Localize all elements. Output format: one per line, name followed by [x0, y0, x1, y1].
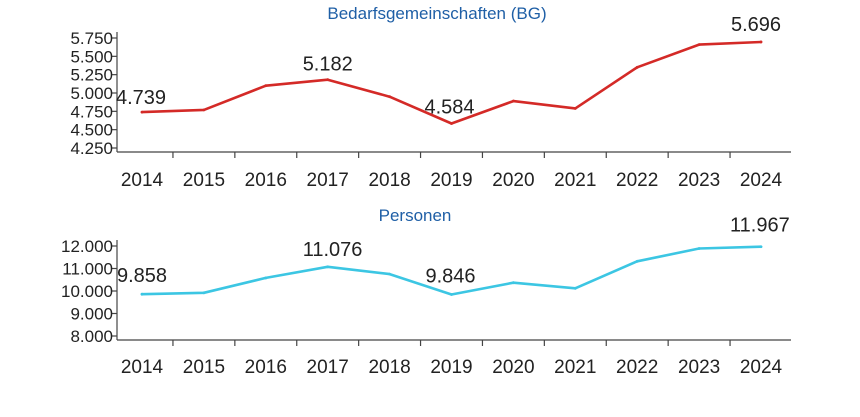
x-tick-label: 2021	[554, 357, 596, 378]
data-point	[635, 65, 639, 69]
y-tick-label: 10.000	[61, 282, 113, 301]
x-tick-label: 2023	[678, 357, 720, 378]
x-tick-label: 2017	[307, 357, 349, 378]
x-tick-label: 2020	[492, 357, 534, 378]
data-point	[759, 40, 763, 44]
bedarfsgemeinschaften-chart: Bedarfsgemeinschaften (BG) 4.2504.5004.7…	[70, 4, 791, 191]
personen-chart: Personen 8.000 9.000 10.000 11.000 12.000 201…	[61, 206, 791, 378]
x-tick-label: 2014	[121, 170, 164, 191]
data-point	[697, 43, 701, 46]
data-point	[140, 292, 144, 296]
y-tick-label: 9.000	[70, 305, 113, 324]
x-tick-label: 2018	[368, 357, 410, 378]
data-point	[326, 78, 330, 82]
y-tick-label: 5.500	[70, 47, 113, 66]
x-tick-label: 2015	[183, 170, 225, 191]
data-point	[202, 291, 206, 295]
x-tick-label: 2022	[616, 170, 658, 191]
y-tick-label: 11.000	[62, 260, 113, 279]
x-tick-label: 2016	[245, 170, 287, 191]
y-tick-label: 4.250	[70, 139, 113, 158]
y-tick-label: 5.000	[70, 84, 113, 103]
data-label: 5.696	[731, 14, 781, 36]
data-point	[697, 247, 701, 250]
data-label: 9.858	[117, 265, 167, 287]
data-label: 11.076	[303, 239, 363, 261]
x-tick-label: 2021	[554, 170, 596, 191]
data-point	[326, 265, 330, 269]
data-point	[635, 259, 639, 263]
y-tick-label: 4.500	[70, 121, 113, 140]
chart-title: Personen	[379, 206, 452, 225]
x-tick-label: 2014	[121, 357, 164, 378]
x-tick-label: 2017	[307, 170, 349, 191]
y-tick-label: 4.750	[70, 102, 113, 121]
y-tick-label: 5.250	[70, 66, 113, 85]
data-label: 5.182	[303, 54, 353, 76]
x-tick-label: 2024	[740, 357, 783, 378]
data-point	[264, 276, 268, 280]
x-tick-label: 2016	[245, 357, 287, 378]
y-tick-label: 8.000	[70, 327, 113, 346]
data-point	[573, 286, 577, 290]
data-label: 9.846	[426, 265, 476, 287]
data-point	[202, 108, 206, 112]
data-label: 11.967	[730, 215, 790, 237]
data-point	[264, 84, 268, 88]
data-point	[450, 122, 453, 125]
y-tick-label: 5.750	[70, 29, 113, 48]
x-tick-label: 2022	[616, 357, 658, 378]
x-tick-label: 2019	[430, 170, 472, 191]
data-point	[759, 245, 763, 249]
x-tick-label: 2015	[183, 357, 225, 378]
data-label: 4.739	[116, 87, 166, 109]
data-point	[388, 95, 391, 99]
chart-title: Bedarfsgemeinschaften (BG)	[327, 4, 546, 23]
data-point	[512, 99, 515, 103]
x-tick-label: 2023	[678, 170, 720, 191]
data-point	[512, 281, 515, 285]
data-point	[140, 110, 144, 114]
data-point	[573, 107, 577, 110]
x-tick-label: 2018	[368, 170, 410, 191]
x-tick-label: 2019	[430, 357, 472, 378]
data-point	[450, 293, 453, 296]
x-tick-label: 2020	[492, 170, 534, 191]
data-label: 4.584	[425, 97, 475, 119]
data-point	[388, 272, 391, 276]
y-tick-label: 12.000	[61, 237, 113, 256]
x-tick-label: 2024	[740, 170, 783, 191]
